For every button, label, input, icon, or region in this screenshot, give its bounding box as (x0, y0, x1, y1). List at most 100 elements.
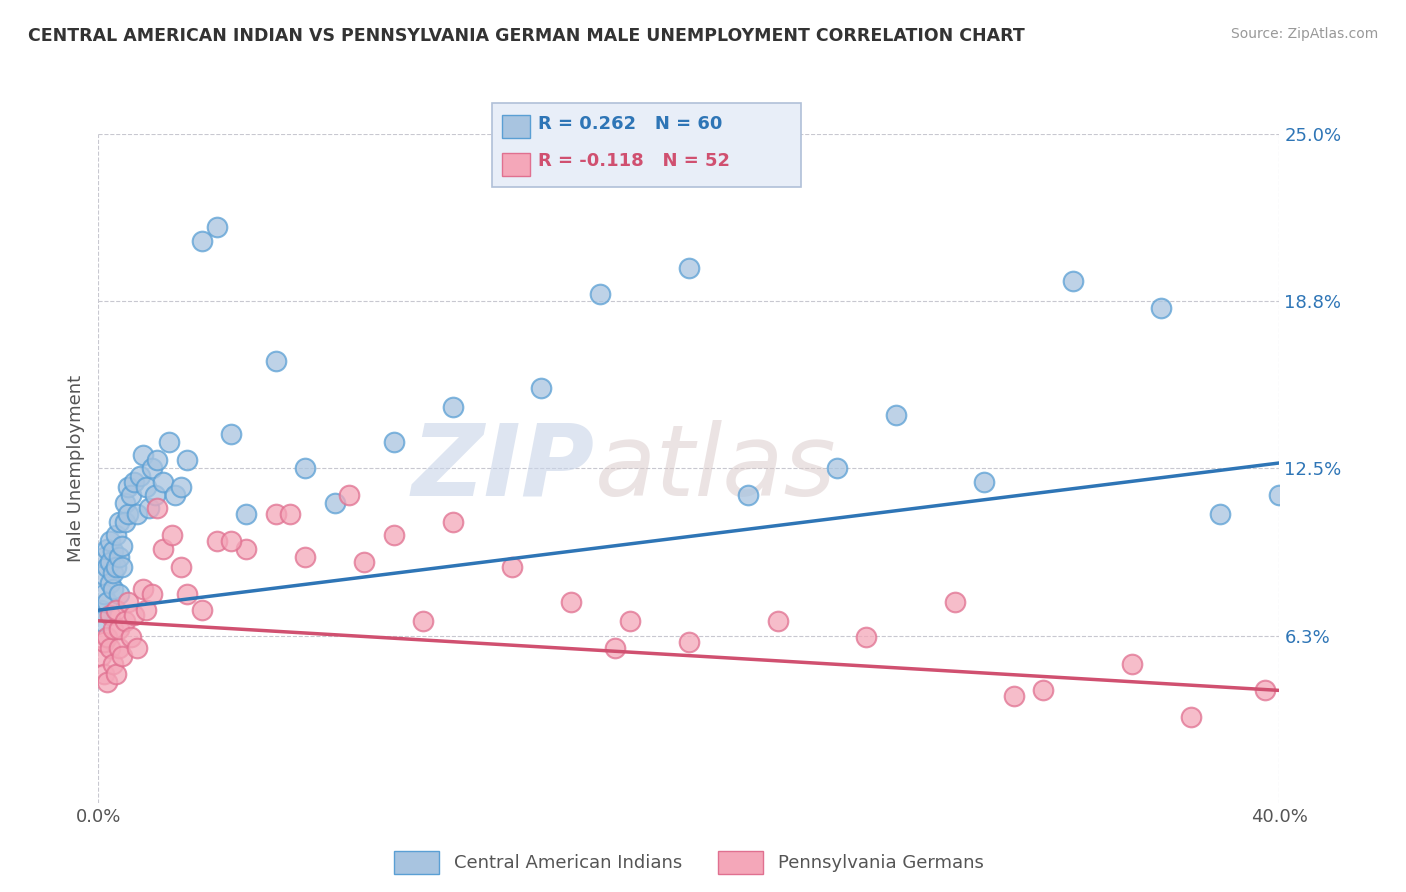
Point (1180, 710, 1202, 724)
Point (108, 622, 131, 636)
Point (114, 496, 136, 510)
Legend: Central American Indians, Pennsylvania Germans: Central American Indians, Pennsylvania G… (387, 844, 991, 880)
Point (146, 453, 169, 467)
Point (98, 640, 121, 655)
Point (93, 549, 115, 564)
Point (737, 488, 759, 502)
Point (132, 582, 155, 596)
Point (108, 587, 131, 601)
Point (93, 667, 115, 681)
Point (766, 614, 789, 628)
Point (105, 560, 128, 574)
Point (235, 541, 257, 556)
Point (205, 220, 228, 235)
Point (1121, 657, 1143, 671)
Point (96, 560, 118, 574)
Point (93, 635, 115, 649)
Point (412, 614, 434, 628)
Point (264, 354, 287, 368)
Point (93, 568, 115, 582)
Point (108, 549, 131, 564)
Point (103, 657, 125, 671)
Point (884, 408, 907, 422)
Point (157, 434, 180, 449)
Point (152, 475, 174, 489)
Point (152, 541, 174, 556)
Point (103, 622, 125, 636)
Point (191, 603, 214, 617)
Point (1150, 301, 1173, 315)
Point (382, 434, 405, 449)
Point (96, 541, 118, 556)
Point (90, 648, 112, 663)
Point (125, 507, 148, 521)
Text: CENTRAL AMERICAN INDIAN VS PENNSYLVANIA GERMAN MALE UNEMPLOYMENT CORRELATION CHA: CENTRAL AMERICAN INDIAN VS PENNSYLVANIA … (28, 27, 1025, 45)
Point (825, 461, 848, 475)
Point (108, 640, 131, 655)
Text: atlas: atlas (595, 420, 837, 516)
Point (111, 539, 134, 553)
Point (176, 587, 198, 601)
Point (619, 614, 641, 628)
Point (105, 667, 128, 681)
Point (108, 515, 131, 529)
Point (219, 533, 242, 548)
Point (855, 630, 877, 644)
Point (235, 507, 257, 521)
Point (120, 630, 142, 644)
Point (103, 566, 125, 580)
Point (98, 533, 121, 548)
Text: Source: ZipAtlas.com: Source: ZipAtlas.com (1230, 27, 1378, 41)
Point (943, 595, 966, 609)
Point (1209, 507, 1232, 521)
Point (93, 587, 115, 601)
Point (135, 480, 157, 494)
Point (353, 555, 375, 569)
Point (176, 453, 198, 467)
Point (120, 488, 142, 502)
Point (111, 648, 134, 663)
Point (170, 560, 193, 574)
Point (141, 461, 163, 475)
Point (98, 555, 121, 569)
Point (294, 549, 316, 564)
Point (294, 461, 316, 475)
Point (165, 488, 187, 502)
Point (138, 501, 160, 516)
Point (278, 507, 302, 521)
Point (1032, 683, 1054, 698)
Point (560, 595, 582, 609)
Point (122, 608, 145, 623)
Point (678, 635, 700, 649)
Point (111, 560, 134, 574)
Point (1268, 488, 1291, 502)
Point (117, 595, 139, 609)
Point (114, 515, 136, 529)
Point (441, 400, 464, 414)
Point (973, 475, 995, 489)
Point (264, 507, 287, 521)
Point (117, 480, 139, 494)
Point (125, 640, 148, 655)
Point (96, 675, 118, 690)
Point (105, 603, 128, 617)
Point (105, 528, 128, 542)
Point (143, 488, 166, 502)
Point (191, 234, 214, 248)
Point (98, 608, 121, 623)
Point (530, 381, 553, 395)
Point (132, 448, 155, 462)
Text: R = 0.262   N = 60: R = 0.262 N = 60 (538, 115, 723, 133)
Point (96, 630, 118, 644)
Point (605, 640, 627, 655)
Point (382, 528, 405, 542)
Point (589, 287, 612, 301)
Point (170, 480, 193, 494)
Point (122, 475, 145, 489)
Point (98, 576, 121, 591)
Point (678, 260, 700, 275)
Point (1062, 274, 1084, 288)
Point (219, 426, 242, 441)
Point (146, 501, 169, 516)
Point (90, 614, 112, 628)
